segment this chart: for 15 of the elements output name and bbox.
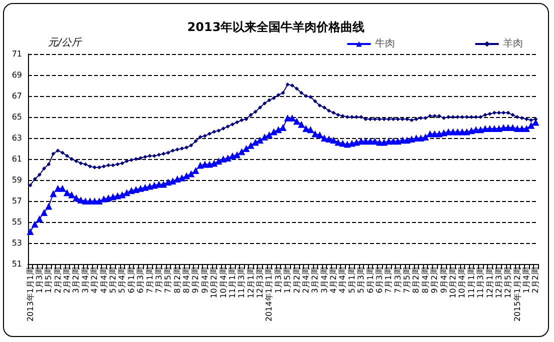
y-tick-label: 51 (12, 260, 22, 268)
y-tick-label: 63 (12, 134, 22, 142)
y-tick-label: 71 (12, 50, 22, 58)
y-tick-label: 59 (12, 176, 22, 184)
y-tick-label: 53 (12, 238, 22, 248)
y-tick-label: 69 (12, 70, 22, 80)
y-tick-label: 55 (12, 218, 22, 226)
y-tick-label: 65 (12, 112, 22, 122)
legend-label: 牛肉 (375, 38, 395, 50)
chart-title: 2013年以来全国牛羊肉价格曲线 (187, 20, 365, 34)
y-tick-label: 67 (12, 92, 22, 100)
y-tick-label: 57 (12, 196, 22, 206)
legend-label: 羊肉 (503, 38, 523, 50)
y-axis-title: 元/公斤 (48, 36, 82, 48)
y-tick-label: 61 (12, 154, 22, 164)
